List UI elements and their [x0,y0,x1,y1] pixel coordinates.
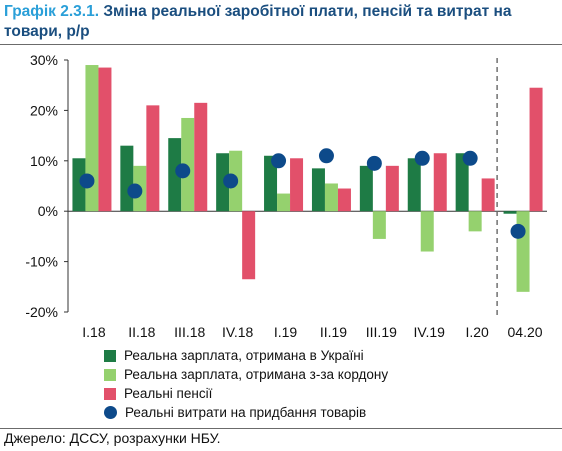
bar [407,158,421,212]
point [318,148,334,164]
legend-label-wage-abroad: Реальна зарплата, отримана з-за кордону [124,367,389,382]
legend-item-wage-abroad: Реальна зарплата, отримана з-за кордону [104,365,388,384]
point [223,173,239,189]
x-tick-label: 04.20 [508,324,543,340]
bar [98,67,112,212]
bar [359,165,373,212]
bar [216,153,230,212]
x-tick-label: II.18 [128,324,155,340]
x-tick-label: I.19 [274,324,298,340]
bar [277,193,291,212]
y-tick-label: 0% [38,203,58,219]
x-tick-label: III.18 [174,324,205,340]
point [462,150,478,166]
bar [529,87,543,212]
x-tick-label: II.19 [320,324,347,340]
legend-item-pensions: Реальні пенсії [104,384,388,403]
legend-item-spending: Реальні витрати на придбання товарів [104,403,388,422]
legend-swatch-wage-abroad [104,368,116,381]
x-tick-label: III.19 [366,324,397,340]
chart-title-text: Зміна реальної заробітної плати, пенсій … [4,3,512,40]
bar [324,183,338,212]
y-tick-label: 30% [30,52,58,68]
bar [372,211,386,239]
source-note: Джерело: ДССУ, розрахунки НБУ. [4,430,221,446]
x-tick-label: IV.18 [222,324,254,340]
legend-label-wage-ukraine: Реальна зарплата, отримана в Україні [124,348,364,363]
y-tick-label: 10% [30,153,58,169]
y-tick-label: -20% [25,304,58,320]
y-tick-label: -10% [25,254,58,270]
chart-plot: -20% -10% 0% 10% 20% 30% I.18 II.18 III.18 IV.18 I… [25,52,547,340]
point [175,163,191,179]
bar [385,165,399,212]
x-tick-label: IV.19 [414,324,446,340]
bar [72,158,86,212]
source-rule [0,428,562,429]
point [414,150,430,166]
bar [503,211,517,214]
bar [168,138,182,212]
chart-title: Графік 2.3.1. Зміна реальної заробітної … [4,2,559,42]
point [510,223,526,239]
bar [146,105,160,212]
chart-legend: Реальна зарплата, отримана в Україні Реа… [104,346,388,422]
legend-label-spending: Реальні витрати на придбання товарів [125,405,367,420]
bar [290,158,304,212]
y-tick-label: 20% [30,102,58,118]
bar [455,153,469,212]
bar [181,117,195,212]
x-tick-label: I.18 [82,324,106,340]
bar [264,155,278,212]
bar [433,153,447,212]
bar [468,211,482,232]
x-tick-label: I.20 [465,324,489,340]
legend-swatch-wage-ukraine [104,349,116,362]
bar [337,188,351,212]
bar [194,102,208,212]
bar [481,178,495,212]
point [271,153,287,169]
bar [242,211,256,280]
point [127,183,143,199]
bar [420,211,434,252]
bar [516,211,530,292]
bar [85,65,99,212]
chart-number: Графік 2.3.1. [4,3,99,20]
point [366,155,382,171]
bar [120,145,134,212]
bar [311,168,325,212]
legend-item-wage-ukraine: Реальна зарплата, отримана в Україні [104,346,388,365]
title-rule [0,44,562,45]
point [79,173,95,189]
legend-label-pensions: Реальні пенсії [124,386,213,401]
legend-swatch-spending [104,406,117,419]
legend-swatch-pensions [104,387,116,400]
